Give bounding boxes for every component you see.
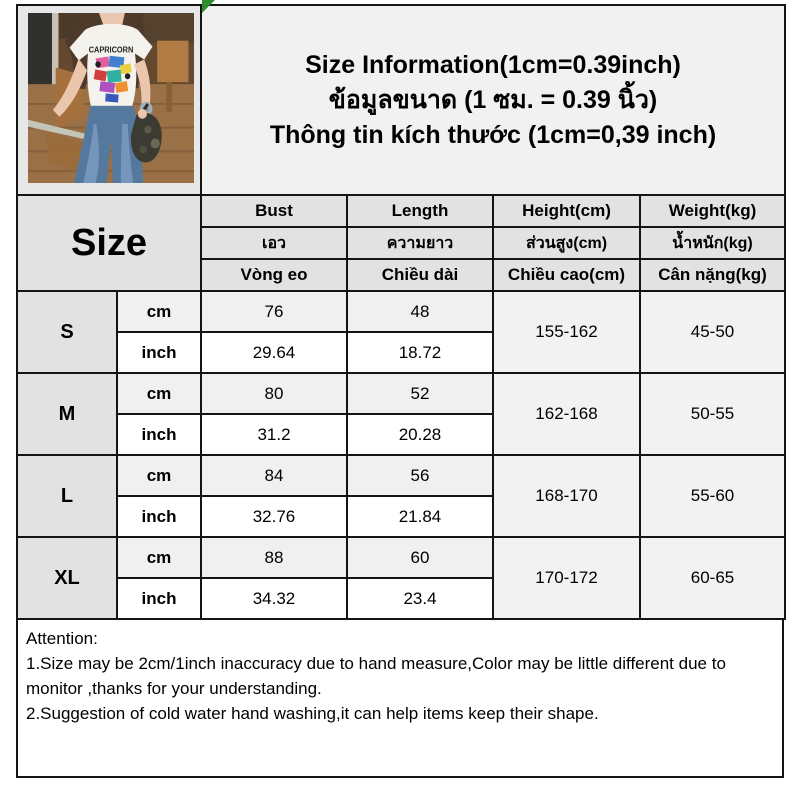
unit-cm-m: cm — [116, 372, 202, 415]
col-header-weight-vi: Cân nặng(kg) — [639, 258, 786, 292]
bust-inch-xl: 34.32 — [200, 577, 348, 620]
col-header-bust-th: เอว — [200, 226, 348, 260]
unit-cm-s: cm — [116, 290, 202, 333]
green-corner-marker — [202, 0, 215, 13]
bust-cm-xl: 88 — [200, 536, 348, 579]
length-inch-m: 20.28 — [346, 413, 494, 456]
bust-inch-l: 32.76 — [200, 495, 348, 538]
weight-s: 45-50 — [639, 290, 786, 374]
height-m: 162-168 — [492, 372, 641, 456]
unit-inch-xl: inch — [116, 577, 202, 620]
bust-cm-s: 76 — [200, 290, 348, 333]
attention-notes: Attention: 1.Size may be 2cm/1inch inacc… — [16, 620, 784, 778]
size-label-xl: XL — [16, 536, 118, 620]
length-cm-m: 52 — [346, 372, 494, 415]
height-l: 168-170 — [492, 454, 641, 538]
title-line-vietnamese: Thông tin kích thước (1cm=0,39 inch) — [269, 120, 717, 149]
size-label-s: S — [16, 290, 118, 374]
attention-heading: Attention: — [26, 629, 98, 648]
unit-inch-m: inch — [116, 413, 202, 456]
col-header-weight-th: น้ำหนัก(kg) — [639, 226, 786, 260]
size-column-header: Size — [16, 194, 202, 292]
size-chart-sheet: CAPRICORN — [16, 0, 786, 778]
attention-note-1: 1.Size may be 2cm/1inch inaccuracy due t… — [26, 654, 726, 698]
title-line-english: Size Information(1cm=0.39inch) — [305, 50, 681, 79]
col-header-bust-vi: Vòng eo — [200, 258, 348, 292]
unit-inch-s: inch — [116, 331, 202, 374]
size-label-l: L — [16, 454, 118, 538]
size-table: CAPRICORN — [16, 4, 786, 620]
weight-m: 50-55 — [639, 372, 786, 456]
height-s: 155-162 — [492, 290, 641, 374]
length-cm-xl: 60 — [346, 536, 494, 579]
size-label-m: M — [16, 372, 118, 456]
col-header-height-th: ส่วนสูง(cm) — [492, 226, 641, 260]
col-header-height-en: Height(cm) — [492, 194, 641, 228]
col-header-length-en: Length — [346, 194, 494, 228]
attention-note-2: 2.Suggestion of cold water hand washing,… — [26, 704, 599, 723]
length-cm-s: 48 — [346, 290, 494, 333]
weight-xl: 60-65 — [639, 536, 786, 620]
unit-cm-l: cm — [116, 454, 202, 497]
title-line-thai: ข้อมูลขนาด (1 ซม. = 0.39 นิ้ว) — [328, 85, 658, 114]
product-photo-cell: CAPRICORN — [16, 4, 202, 196]
svg-text:CAPRICORN: CAPRICORN — [89, 45, 134, 54]
bust-cm-l: 84 — [200, 454, 348, 497]
model-photo: CAPRICORN — [28, 13, 194, 183]
length-inch-l: 21.84 — [346, 495, 494, 538]
unit-cm-xl: cm — [116, 536, 202, 579]
col-header-length-th: ความยาว — [346, 226, 494, 260]
col-header-height-vi: Chiều cao(cm) — [492, 258, 641, 292]
length-cm-l: 56 — [346, 454, 494, 497]
col-header-length-vi: Chiều dài — [346, 258, 494, 292]
bust-inch-m: 31.2 — [200, 413, 348, 456]
length-inch-xl: 23.4 — [346, 577, 494, 620]
unit-inch-l: inch — [116, 495, 202, 538]
col-header-bust-en: Bust — [200, 194, 348, 228]
height-xl: 170-172 — [492, 536, 641, 620]
length-inch-s: 18.72 — [346, 331, 494, 374]
size-information-title: Size Information(1cm=0.39inch) ข้อมูลขนา… — [200, 4, 786, 196]
bust-cm-m: 80 — [200, 372, 348, 415]
col-header-weight-en: Weight(kg) — [639, 194, 786, 228]
weight-l: 55-60 — [639, 454, 786, 538]
bust-inch-s: 29.64 — [200, 331, 348, 374]
